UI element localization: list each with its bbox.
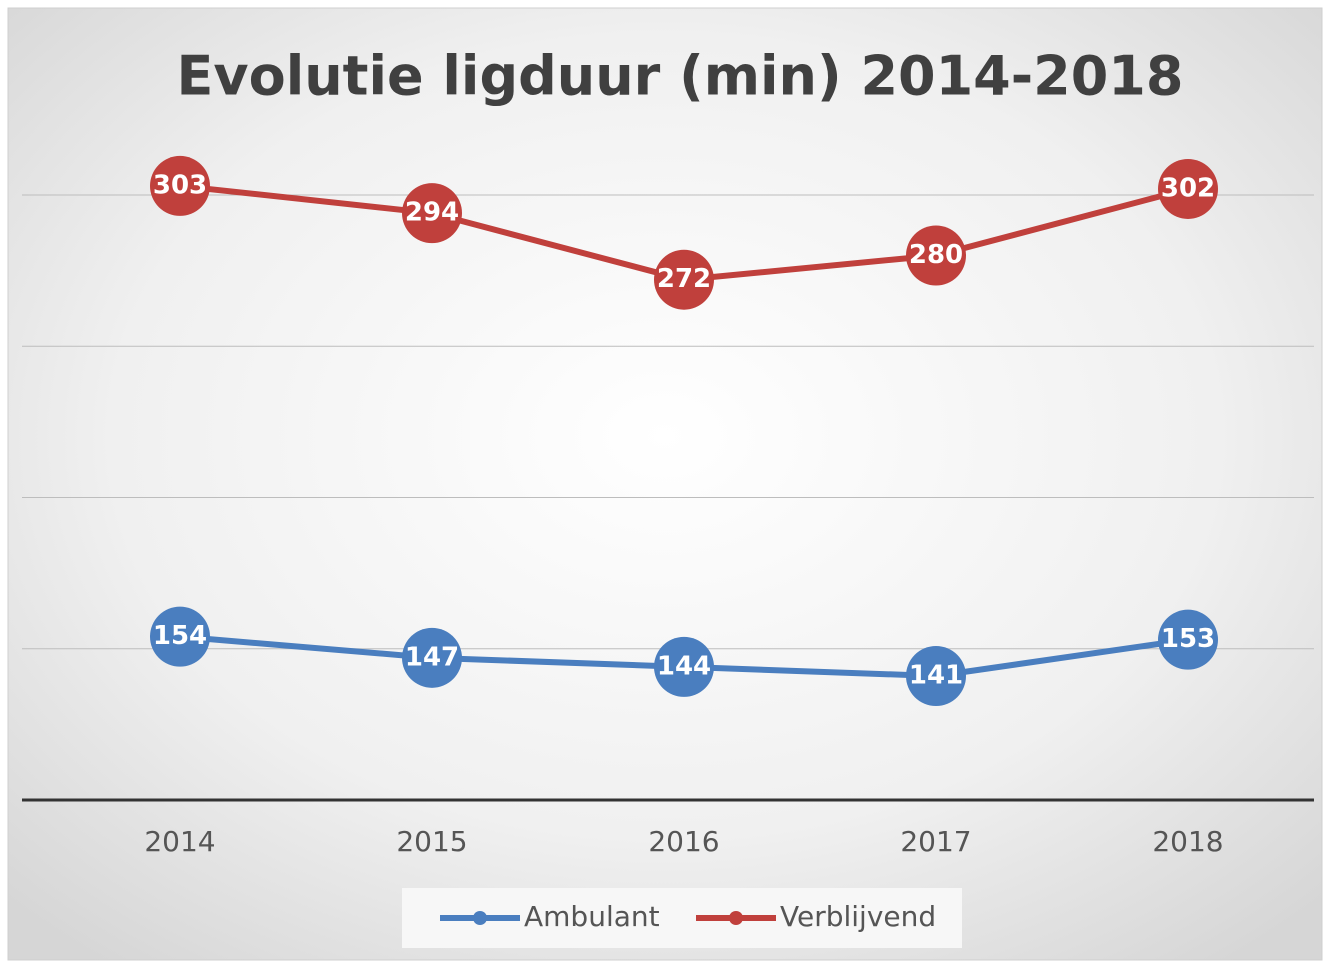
x-tick-label: 2014 (144, 825, 215, 858)
marker (402, 627, 462, 688)
legend-label: Verblijvend (780, 900, 936, 933)
data-label: 153 (1161, 624, 1215, 654)
data-label: 141 (909, 660, 963, 690)
data-label: 303 (153, 170, 207, 200)
data-label: 147 (405, 642, 459, 672)
data-label: 144 (657, 651, 711, 681)
marker (402, 183, 462, 244)
marker (654, 636, 714, 697)
marker (654, 249, 714, 310)
marker (1158, 609, 1218, 670)
data-label: 272 (657, 264, 711, 294)
legend-marker (729, 911, 743, 925)
x-tick-label: 2016 (648, 825, 719, 858)
x-tick-label: 2015 (396, 825, 467, 858)
data-label: 154 (153, 621, 207, 651)
marker (1158, 158, 1218, 219)
x-tick-label: 2017 (900, 825, 971, 858)
chart-title: Evolutie ligduur (min) 2014-2018 (177, 45, 1184, 108)
marker (150, 155, 210, 216)
legend-marker (473, 911, 487, 925)
x-tick-label: 2018 (1152, 825, 1223, 858)
marker (906, 225, 966, 286)
legend-label: Ambulant (524, 900, 660, 933)
data-label: 280 (909, 240, 963, 270)
marker (906, 645, 966, 706)
data-label: 294 (405, 198, 459, 228)
marker (150, 606, 210, 667)
chart-background (7, 7, 1323, 961)
data-label: 302 (1161, 173, 1215, 203)
